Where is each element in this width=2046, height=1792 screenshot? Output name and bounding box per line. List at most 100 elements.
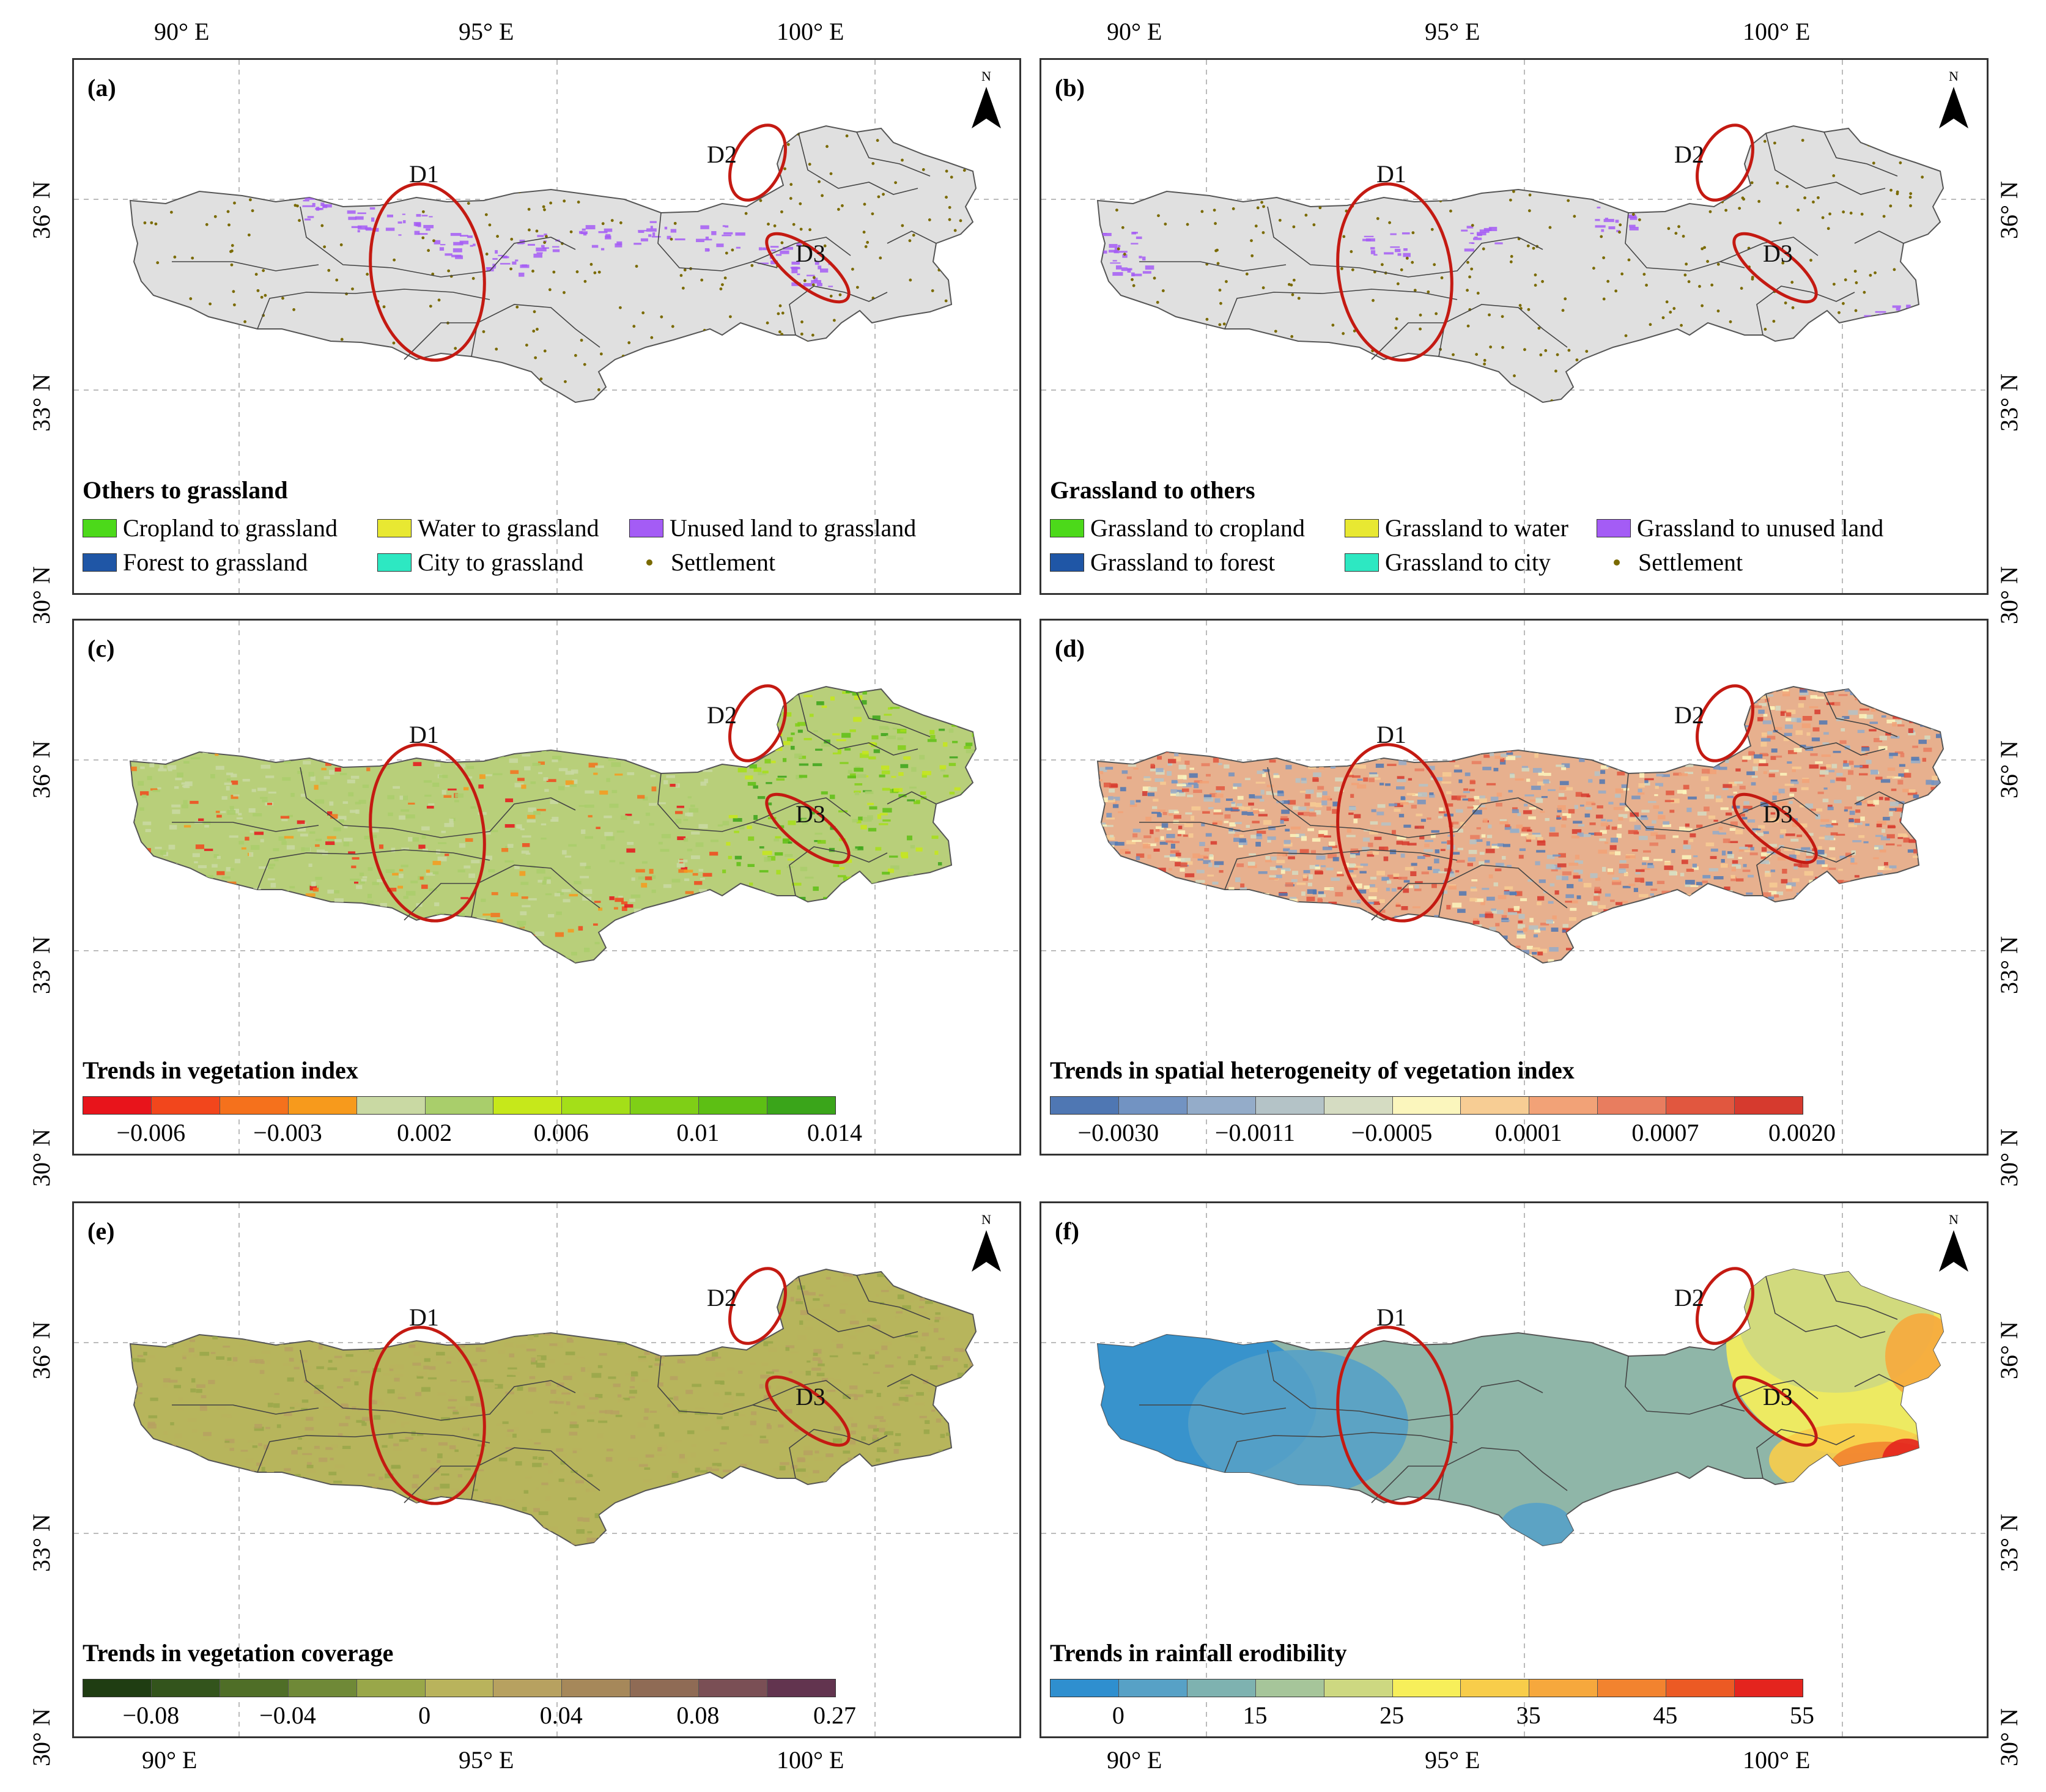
lat-label-36-row2-right: 36° N: [1995, 740, 2023, 798]
lat-label-36-row1-right: 36° N: [1995, 181, 2023, 239]
color-ramp-tick-label: 0.04: [539, 1702, 583, 1729]
legend-item: Grassland to cropland: [1050, 514, 1337, 542]
admin-boundary: [1625, 773, 1745, 832]
region-d1-label: D1: [1376, 1303, 1406, 1331]
admin-boundary: [1719, 237, 1819, 262]
legend-item: Grassland to city: [1345, 548, 1589, 577]
north-arrow-icon: N: [1939, 1212, 1968, 1272]
color-ramp-tick-label: −0.006: [116, 1119, 186, 1146]
panel-f: D1 D2 D3 (f) N Trends in rainfall erodibility…: [1040, 1201, 1989, 1738]
panel-label: (a): [87, 74, 116, 101]
region-d3-ellipse: [1732, 792, 1818, 865]
legend-title: Grassland to others: [1050, 476, 1255, 504]
admin-boundary: [1267, 206, 1543, 278]
color-ramp-tick-label: 0.27: [813, 1702, 856, 1729]
color-ramp-tick-label: 25: [1379, 1702, 1405, 1729]
color-ramp-class: [767, 1680, 835, 1697]
legend-item-label: Grassland to city: [1385, 548, 1551, 576]
admin-boundary: [1719, 797, 1819, 823]
north-arrow-icon: N: [972, 68, 1001, 128]
panel-a: D1 D2 D3 (a) N Others to grassland Cropland to…: [72, 58, 1021, 595]
legend-swatch: [1050, 553, 1084, 572]
lat-label-33-row3-right: 33° N: [1995, 1514, 2023, 1572]
admin-boundary: [257, 289, 490, 330]
admin-boundary: [257, 849, 490, 890]
lat-label-36-row2-left: 36° N: [27, 740, 55, 798]
admin-boundary: [1765, 133, 1886, 195]
color-ramp-tick-label: 0.01: [676, 1119, 720, 1146]
color-ramp-class: [425, 1680, 494, 1697]
color-ramp-tick-label: 0.0007: [1631, 1119, 1699, 1146]
color-ramp-class: [1051, 1680, 1119, 1697]
admin-boundary: [404, 883, 478, 921]
legend-title: Trends in spatial heterogeneity of veget…: [1050, 1056, 1575, 1084]
admin-boundary: [789, 286, 888, 336]
region-d1-ellipse: [1336, 1326, 1453, 1505]
color-ramp-class: [356, 1097, 426, 1114]
lon-label-90-right-bottom: 90° E: [1107, 1746, 1162, 1774]
legend-item-label: Settlement: [1638, 548, 1743, 576]
region-d1-label: D1: [409, 1303, 439, 1331]
panel-label: (c): [87, 635, 115, 662]
legend-swatch: [629, 518, 663, 537]
lon-label-90-left-top: 90° E: [154, 18, 210, 45]
legend-item-label: Grassland to unused land: [1637, 514, 1884, 542]
color-ramp-class: [288, 1680, 357, 1697]
lat-label-33-row2-left: 33° N: [27, 936, 55, 994]
color-ramp-class: [630, 1680, 700, 1697]
lat-label-30-row3-left: 30° N: [27, 1708, 55, 1766]
color-ramp-class: [493, 1680, 563, 1697]
color-ramp-class: [1187, 1680, 1256, 1697]
color-ramp-tick-label: −0.0005: [1351, 1119, 1433, 1146]
color-ramp-class: [220, 1680, 289, 1697]
admin-boundary: [300, 206, 576, 278]
lon-label-100-right-top: 100° E: [1743, 18, 1811, 45]
admin-boundary: [1765, 693, 1886, 756]
color-ramp-class: [83, 1680, 152, 1697]
admin-boundary: [657, 1355, 778, 1415]
legend-item: Unused land to grassland: [629, 514, 916, 542]
admin-boundary: [1224, 849, 1458, 890]
settlement-point-icon: [646, 559, 652, 566]
legend-item-label: Grassland to cropland: [1090, 514, 1306, 542]
color-ramp-class: [1392, 1097, 1461, 1114]
region-d3-label: D3: [1763, 1383, 1793, 1410]
lon-label-90-left-bottom: 90° E: [142, 1746, 198, 1774]
color-ramp-tick-label: 0: [418, 1702, 431, 1729]
color-ramp-class: [356, 1680, 426, 1697]
panel-c: D1 D2 D3 (c) Trends in vegetation index −0.00…: [72, 619, 1021, 1156]
color-ramp-class: [1118, 1097, 1187, 1114]
region-d2-label: D2: [1674, 141, 1704, 168]
admin-boundary: [1854, 230, 1904, 244]
admin-boundary: [172, 261, 319, 271]
color-ramp-tick-label: −0.003: [253, 1119, 322, 1146]
legend-item-label: Cropland to grassland: [123, 514, 338, 542]
legend-swatch: [83, 518, 117, 537]
admin-boundary: [1267, 1349, 1543, 1421]
legend-item: Settlement: [629, 548, 775, 577]
region-d2-label: D2: [1674, 1284, 1704, 1311]
panel-label: (b): [1055, 74, 1085, 101]
settlement-point-icon: [1614, 559, 1620, 566]
admin-boundary: [1765, 1276, 1886, 1338]
admin-boundary: [887, 1374, 937, 1387]
region-d3-label: D3: [796, 800, 825, 828]
study-area: [129, 125, 977, 404]
color-ramp-class: [1392, 1680, 1461, 1697]
admin-boundary: [752, 237, 851, 262]
color-ramp-class: [220, 1097, 289, 1114]
color-ramp-class: [1118, 1680, 1187, 1697]
study-area: [1096, 125, 1944, 404]
panel-d: D1 D2 D3 (d) Trends in spatial heterogeneity…: [1040, 619, 1989, 1156]
region-d1-ellipse: [369, 743, 486, 923]
panel-label: (e): [87, 1217, 115, 1245]
admin-boundary: [172, 1404, 319, 1415]
color-ramp-class: [1529, 1097, 1598, 1114]
admin-boundary: [1854, 1374, 1904, 1387]
legend-swatch: [1597, 518, 1631, 537]
legend-swatch: [377, 518, 412, 537]
study-area: [129, 685, 977, 964]
admin-boundary: [657, 773, 778, 832]
region-d2-label: D2: [707, 141, 737, 168]
admin-boundary: [798, 693, 918, 756]
